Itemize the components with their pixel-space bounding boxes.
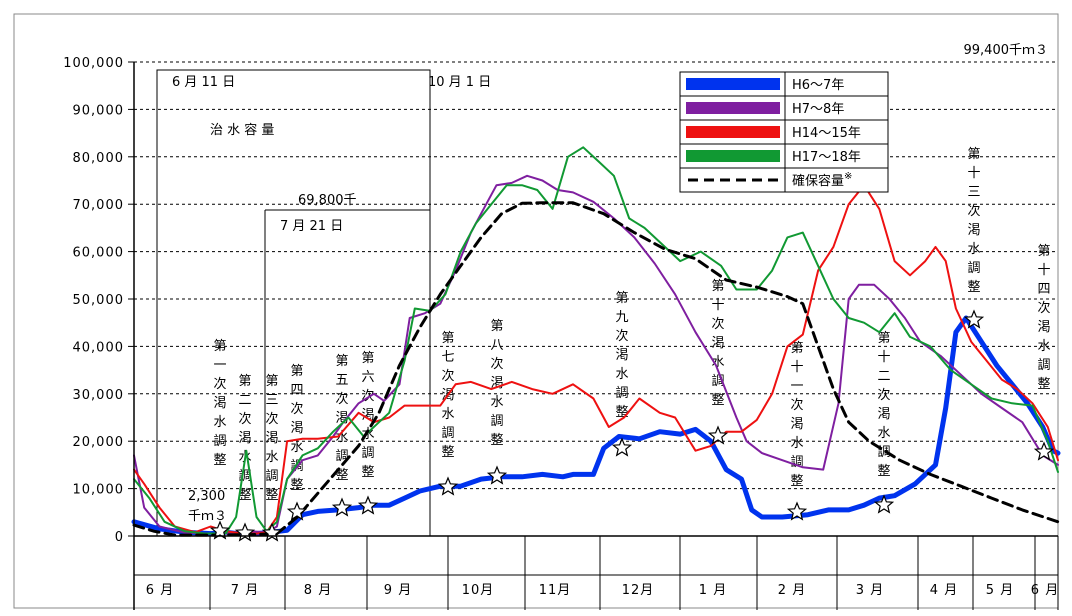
x-tick-label: 8 月 (304, 583, 332, 598)
y-tick-label: 70,000 (73, 198, 125, 213)
adjustment-star-4 (286, 501, 308, 521)
adjustment-star-9 (611, 437, 633, 457)
x-tick-label: 12月 (622, 583, 655, 598)
adjustment-star-3 (261, 522, 283, 542)
adjustment-star-2 (234, 522, 256, 542)
x-tick-label: 7 月 (231, 583, 259, 598)
y-tick-label: 100,000 (63, 56, 124, 71)
x-tick-label: 3 月 (856, 583, 884, 598)
x-tick-label: 9 月 (384, 583, 412, 598)
adjustment-star-8 (486, 465, 508, 485)
adjustment-star-7 (437, 476, 459, 496)
adjustment-star-13 (963, 309, 985, 329)
adjustment-star-6 (357, 495, 379, 515)
series-line-2 (133, 184, 1059, 535)
adjustment-star-5 (331, 497, 353, 517)
annotation-jun11: 6 月 11 日 (172, 75, 235, 90)
x-tick-label: 6 月 (146, 583, 174, 598)
x-tick-label: 1 月 (699, 583, 727, 598)
annotation-flood-capacity: 治 水 容 量 (210, 122, 274, 138)
series-line-3 (133, 146, 1059, 535)
legend-label-0: H6〜7年 (792, 78, 844, 93)
y-tick-label: 0 (115, 530, 124, 545)
x-tick-label: 6 月 (1031, 583, 1059, 598)
y-tick-label: 40,000 (73, 340, 125, 355)
adjustment-label-7: 第七次渇水調整 (441, 331, 454, 460)
x-tick-label: 11月 (539, 583, 572, 598)
legend-label-4: 確保容量※ (792, 171, 852, 189)
adjustment-label-9: 第九次渇水調整 (615, 291, 628, 420)
adjustment-label-1: 第一次渇水調整 (213, 339, 226, 468)
annotation-oct1: 10 月 1 日 (428, 75, 491, 90)
outer-frame (13, 13, 1059, 609)
x-tick-label: 10月 (462, 583, 495, 598)
annotation-2300: 2,300 (188, 489, 225, 504)
adjustment-star-14 (1033, 441, 1055, 461)
y-tick-label: 10,000 (73, 483, 125, 498)
x-tick-label: 2 月 (778, 583, 806, 598)
y-tick-label: 50,000 (73, 293, 125, 308)
legend-swatch-1 (686, 102, 780, 114)
adjustment-label-8: 第八次渇水調整 (490, 319, 503, 448)
adjustment-label-3: 第三次渇水調整 (265, 374, 278, 503)
adjustment-label-14: 第十四次渇水調整 (1037, 244, 1050, 392)
legend-swatch-0 (686, 78, 780, 90)
adjustment-label-10: 第十次渇水調整 (711, 279, 724, 408)
x-tick-label: 4 月 (930, 583, 958, 598)
annotation-99400: 99,400千ｍ３ (964, 43, 1049, 58)
adjustment-label-12: 第十二次渇水調整 (877, 331, 890, 479)
annotation-jul21: 7 月 21 日 (280, 219, 343, 234)
legend-label-3: H17〜18年 (792, 150, 861, 165)
adjustment-star-11 (786, 501, 808, 521)
adjustment-label-13: 第十三次渇水調整 (967, 147, 980, 295)
y-tick-label: 60,000 (73, 246, 125, 261)
legend-label-2: H14〜15年 (792, 126, 861, 141)
adjustment-label-11: 第十一次渇水調整 (790, 341, 803, 489)
annotation-2300-unit: 千ｍ３ (188, 509, 227, 524)
y-tick-label: 30,000 (73, 388, 125, 403)
legend-label-1: H7〜8年 (792, 102, 844, 117)
y-tick-label: 20,000 (73, 435, 125, 450)
legend-swatch-3 (686, 150, 780, 162)
adjustment-star-10 (707, 425, 729, 445)
legend-swatch-2 (686, 126, 780, 138)
adjustment-star-1 (209, 520, 231, 540)
series-line-0 (131, 315, 1061, 537)
adjustment-star-12 (873, 494, 895, 514)
series-line-4 (132, 201, 1060, 537)
y-tick-label: 80,000 (73, 151, 125, 166)
adjustment-label-5: 第五次渇水調整 (335, 354, 348, 483)
annotation-69800: 69,800千 (298, 193, 357, 208)
x-tick-label: 5 月 (986, 583, 1014, 598)
y-tick-label: 90,000 (73, 103, 125, 118)
